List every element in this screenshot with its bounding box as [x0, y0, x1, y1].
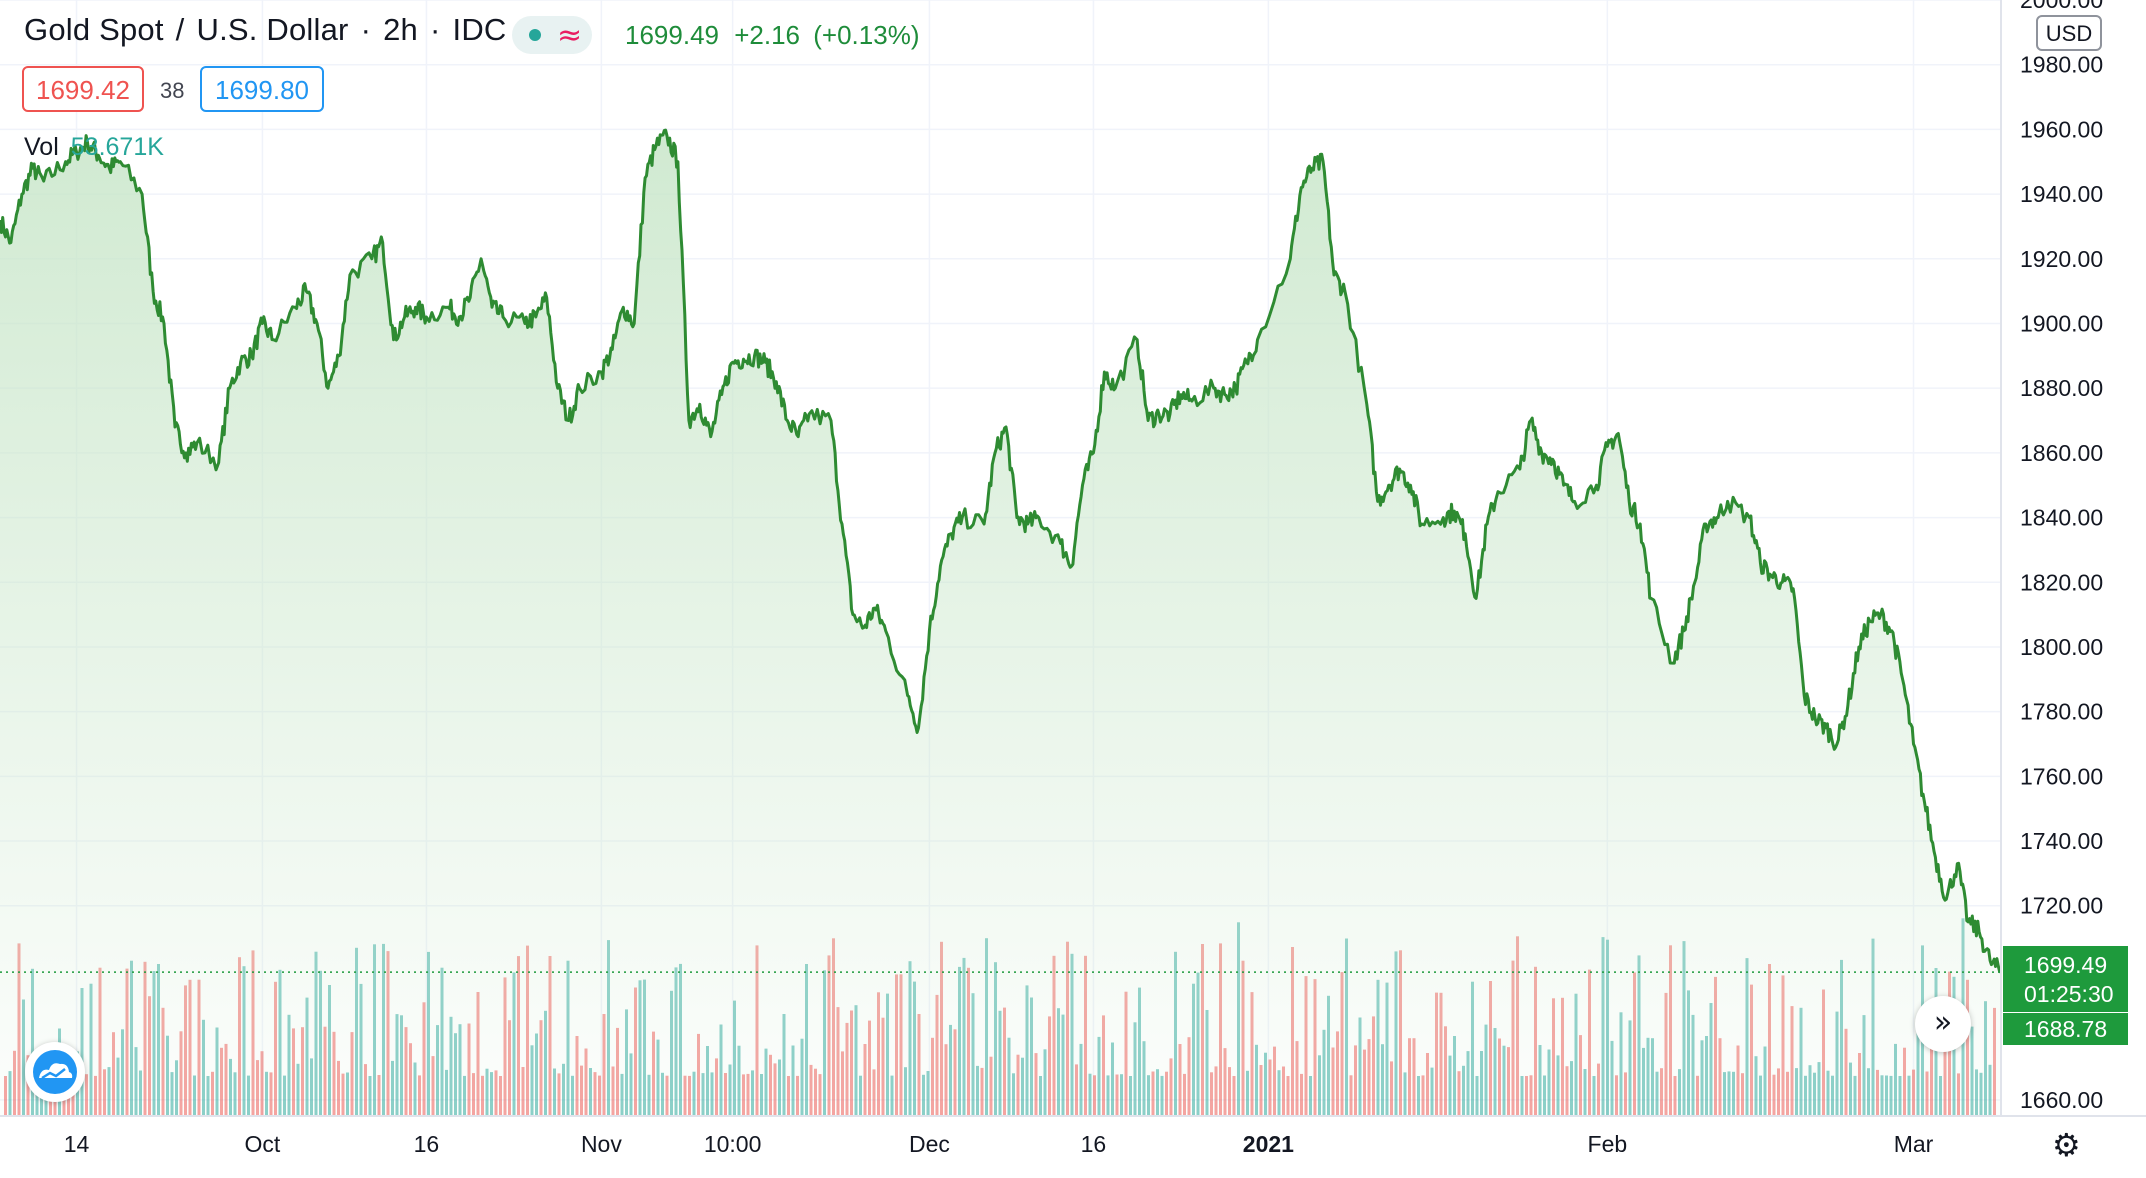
low-price-label: 1688.78 [2024, 1016, 2107, 1042]
quote-currency: U.S. Dollar [196, 12, 349, 47]
symbol-title[interactable]: Gold Spot / U.S. Dollar · 2h · IDC [24, 12, 507, 47]
price-tick-label: 2000.00 [2020, 0, 2103, 13]
price-tick-label: 1760.00 [2020, 763, 2103, 789]
price-axis-ticks: 1660.00 1720.00 1740.00 1760.00 1780.00 1800.… [2020, 0, 2103, 1113]
time-tick-label: Feb [1588, 1131, 1628, 1157]
current-price-label: 1699.49 [2024, 952, 2107, 978]
market-open-dot-icon [529, 29, 541, 41]
price-tick-label: 1660.00 [2020, 1087, 2103, 1113]
ask-button[interactable]: 1699.80 [200, 66, 324, 112]
current-price-label-bg [2003, 946, 2128, 1012]
time-tick-label: 10:00 [704, 1131, 762, 1157]
time-tick-label: Nov [581, 1131, 622, 1157]
volume-value: 53.671K [70, 133, 164, 161]
current-price-label-group: 1699.49 01:25:30 1688.78 [2003, 946, 2128, 1045]
data-source: IDC [452, 12, 507, 47]
gear-icon[interactable]: ⚙ [2052, 1126, 2081, 1164]
time-tick-label: 14 [64, 1131, 90, 1157]
price-tick-label: 1780.00 [2020, 699, 2103, 725]
last-price: 1699.49 [625, 20, 719, 50]
time-tick-label: Oct [245, 1131, 281, 1157]
price-line [0, 128, 2002, 974]
price-change: +2.16 [734, 20, 801, 50]
price-tick-label: 1720.00 [2020, 893, 2103, 919]
scroll-to-realtime-button[interactable]: » [1915, 996, 1971, 1052]
price-change-percent: (+0.13%) [813, 20, 920, 50]
time-tick-label: 2021 [1243, 1131, 1294, 1157]
interval[interactable]: 2h [383, 12, 418, 47]
time-tick-label: Dec [909, 1131, 950, 1157]
volume-label: Vol [24, 133, 59, 161]
tradingview-cloud-icon [33, 1050, 77, 1094]
scroll-to-realtime-icon: » [1933, 1005, 1953, 1040]
volume-legend[interactable]: Vol 53.671K [24, 133, 164, 162]
bar-countdown-label: 01:25:30 [2024, 981, 2114, 1007]
replay-wave-icon: ≈ [557, 18, 583, 53]
tradingview-logo-button[interactable] [25, 1042, 85, 1102]
market-status-pill[interactable]: ≈ [512, 16, 592, 54]
bid-button[interactable]: 1699.42 [22, 66, 144, 112]
price-tick-label: 1740.00 [2020, 828, 2103, 854]
symbol-name: Gold Spot [24, 12, 164, 47]
time-tick-label: 16 [1081, 1131, 1107, 1157]
price-area-fill [0, 130, 2001, 1117]
price-tick-label: 1920.00 [2020, 246, 2103, 272]
spread-value: 38 [160, 78, 185, 103]
price-tick-label: 1800.00 [2020, 634, 2103, 660]
low-price-label-bg [2003, 1013, 2128, 1045]
time-tick-label: 16 [414, 1131, 440, 1157]
last-quote: 1699.49 +2.16 (+0.13%) [625, 20, 919, 51]
time-tick-label: Mar [1894, 1131, 1934, 1157]
price-tick-label: 1840.00 [2020, 505, 2103, 531]
price-tick-label: 1860.00 [2020, 440, 2103, 466]
price-tick-label: 1960.00 [2020, 116, 2103, 142]
time-axis-ticks: 14 Oct 16 Nov 10:00 Dec 16 2021 Feb Mar [64, 1131, 1934, 1157]
price-tick-label: 1980.00 [2020, 52, 2103, 78]
price-tick-label: 1880.00 [2020, 375, 2103, 401]
price-tick-label: 1900.00 [2020, 310, 2103, 336]
currency-button[interactable]: USD [2036, 15, 2102, 51]
time-scale-panel [0, 1116, 2146, 1178]
price-tick-label: 1940.00 [2020, 181, 2103, 207]
price-tick-label: 1820.00 [2020, 569, 2103, 595]
